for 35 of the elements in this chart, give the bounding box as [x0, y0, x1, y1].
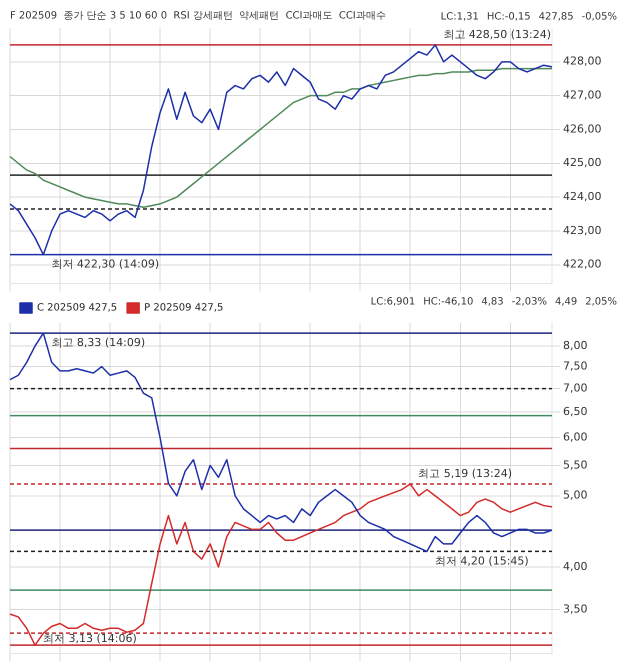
y-tick-label: 426,00 [563, 122, 602, 136]
text: HC:-46,10 [423, 296, 474, 308]
annotation: 최고 428,50 (13:24) [443, 28, 552, 41]
text: 427,85 [538, 12, 574, 23]
y-tick-label: 422,00 [563, 258, 602, 271]
annotation: 최고 5,19 (13:24) [418, 466, 512, 480]
y-tick-label: 6,00 [563, 430, 588, 444]
y-tick-label: 5,50 [563, 458, 588, 472]
text: -2,03% [512, 296, 547, 308]
y-tick-label: 5,00 [563, 488, 588, 502]
annotation: 최저 422,30 (14:09) [51, 258, 160, 271]
annotation: 최저 3,13 (14:06) [43, 632, 137, 646]
text: LC:1,31 [440, 12, 479, 23]
y-tick-label: 427,00 [563, 88, 602, 102]
y-tick-label: 423,00 [563, 224, 602, 237]
y-tick-label: 6,50 [563, 405, 588, 418]
annotation: 최고 8,33 (14:09) [51, 336, 146, 350]
y-tick-label: 8,00 [563, 338, 588, 352]
y-tick-label: 7,50 [563, 359, 588, 372]
y-tick-label: 428,00 [563, 54, 602, 68]
text: 2,05% [585, 296, 617, 308]
annotation: 최저 4,20 (15:45) [434, 554, 529, 568]
y-tick-label: 424,00 [563, 190, 602, 203]
y-tick-label: 425,00 [563, 156, 602, 170]
legend-label: P 202509 427,5 [144, 302, 224, 314]
y-tick-label: 7,00 [563, 381, 588, 394]
text: -0,05% [582, 12, 617, 23]
text: 4,49 [554, 296, 578, 308]
y-tick-label: 4,00 [563, 560, 588, 573]
text: 4,83 [481, 296, 504, 308]
y-tick-label: 3,50 [563, 602, 588, 616]
text: HC:-0,15 [486, 12, 531, 23]
legend-label: C 202509 427,5 [37, 302, 118, 314]
text: LC:6,901 [370, 296, 416, 308]
chart-title: F 202509 종가 단순 3 5 10 60 0 RSI 강세패턴 약세패턴 CCI과매도 CCI과매수 [10, 10, 386, 22]
